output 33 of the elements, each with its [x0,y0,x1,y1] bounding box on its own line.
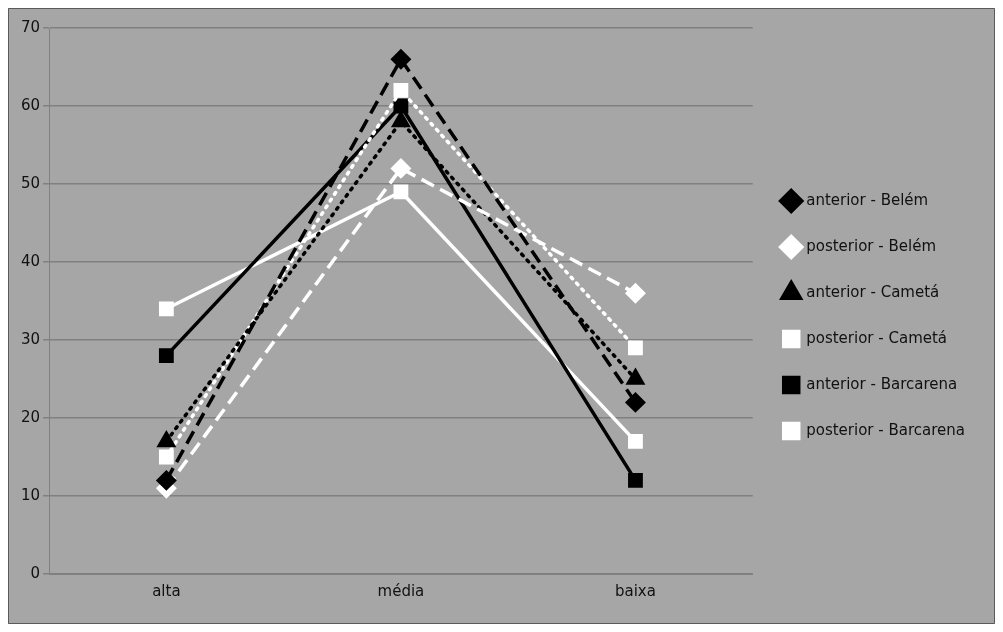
legend-label: anterior - Belém [806,190,929,209]
y-tick-label: 0 [30,563,41,582]
point [393,184,409,200]
y-tick-label: 20 [20,407,41,426]
point [158,301,174,317]
legend-label: anterior - Barcarena [806,374,958,393]
y-tick-label: 30 [20,329,41,348]
point [393,98,409,114]
point [393,82,409,98]
y-tick-label: 70 [20,17,41,36]
point [628,472,643,488]
y-tick-label: 60 [20,95,41,114]
point [628,340,643,356]
legend-label: anterior - Cametá [806,282,940,301]
point [628,433,643,449]
legend-label: posterior - Belém [806,236,937,255]
legend-label: posterior - Cametá [806,328,948,347]
point [626,369,645,385]
x-tick-label: alta [152,581,181,600]
x-tick-label: média [377,581,425,600]
point [158,449,174,465]
y-tick-label: 50 [20,173,41,192]
legend-label: posterior - Barcarena [806,420,966,439]
point [625,283,646,303]
y-tick-label: 40 [20,251,41,270]
point [391,49,411,69]
point [156,470,177,491]
point [391,158,411,179]
point [625,392,646,413]
point [158,348,174,364]
x-tick-label: baixa [614,581,656,600]
y-tick-label: 10 [20,485,41,504]
point [157,431,176,448]
